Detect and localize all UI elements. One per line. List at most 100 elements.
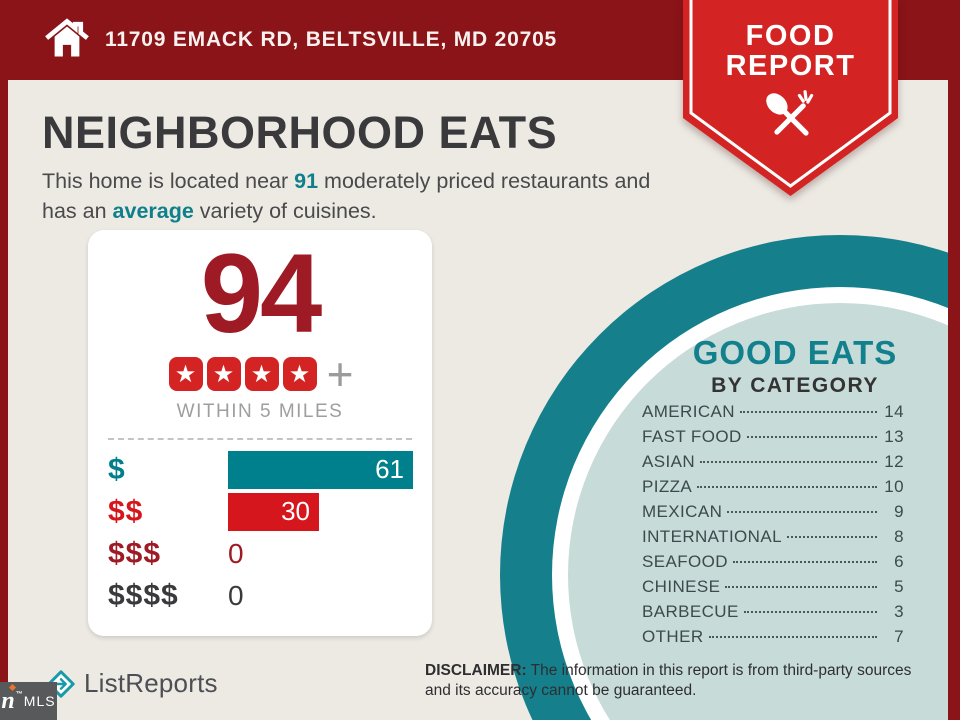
good-eats-heading: GOOD EATS BY CATEGORY	[640, 334, 950, 398]
spoon-fork-icon	[683, 88, 898, 153]
food-report-badge: FOOD REPORT	[683, 0, 898, 196]
plus-sign: +	[326, 348, 354, 400]
category-label: INTERNATIONAL	[642, 527, 782, 546]
good-eats-subtitle: BY CATEGORY	[711, 374, 879, 397]
bar-zone: 30	[228, 492, 413, 531]
price-row: $$$$ 0	[108, 576, 413, 615]
dashed-divider	[108, 438, 412, 440]
category-row: PIZZA 10	[642, 477, 904, 502]
listreports-brand: ListReports	[46, 668, 218, 699]
category-count: 12	[884, 452, 904, 471]
disclaimer: DISCLAIMER: The information in this repo…	[425, 661, 930, 702]
category-label: CHINESE	[642, 577, 721, 596]
price-level-label: $$	[108, 494, 144, 528]
right-edge-strip	[948, 0, 960, 720]
bar-value: 61	[375, 454, 404, 484]
category-row: SEAFOOD 6	[642, 552, 904, 577]
category-label: BARBECUE	[642, 602, 739, 621]
page-title: NEIGHBORHOOD EATS	[42, 107, 558, 158]
category-row: INTERNATIONAL 8	[642, 527, 904, 552]
price-row: $$$ 0	[108, 534, 413, 573]
dotted-leader	[786, 536, 877, 538]
category-row: OTHER 7	[642, 627, 904, 652]
category-row: ASIAN 12	[642, 452, 904, 477]
category-label: MEXICAN	[642, 502, 723, 521]
price-level-label: $$$	[108, 536, 162, 570]
category-count: 14	[884, 402, 904, 421]
price-bar: 30	[228, 492, 319, 531]
intro-text-part4: variety of cuisines.	[193, 199, 377, 224]
star-tiles: ★ ★ ★ ★	[167, 357, 319, 391]
dotted-leader	[700, 461, 877, 463]
score-card: 94 ★ ★ ★ ★ + WITHIN 5 MILES $61 $$ 30 $$$ 0 $$$$…	[88, 230, 432, 636]
star-icon: ★	[206, 357, 241, 391]
disclaimer-text: The information in this report is from t…	[425, 662, 912, 700]
intro-text: This home is located near 91 moderately …	[42, 166, 682, 226]
dotted-leader	[727, 511, 877, 513]
home-icon	[44, 18, 90, 62]
category-count: 7	[894, 627, 904, 646]
mls-logo: n ™ MLS	[0, 682, 57, 720]
category-row: CHINESE 5	[642, 577, 904, 602]
radius-caption: WITHIN 5 MILES	[176, 401, 344, 422]
price-level-label: $	[108, 452, 126, 486]
listreports-wordmark: ListReports	[84, 668, 218, 698]
realtor-mls-glyph: n ™	[1, 683, 23, 713]
category-count: 6	[894, 552, 904, 571]
category-count: 9	[894, 502, 904, 521]
dotted-leader	[708, 636, 877, 638]
property-address: 11709 EMACK RD, BELTSVILLE, MD 20705	[105, 28, 558, 51]
bar-zone: 0	[228, 535, 413, 573]
dotted-leader	[725, 586, 877, 588]
badge-title-line2: REPORT	[725, 50, 856, 83]
bar-zone: 0	[228, 577, 413, 615]
variety-highlight: average	[112, 199, 194, 224]
dotted-leader	[697, 486, 877, 488]
price-row: $$ 30	[108, 492, 413, 531]
category-row: MEXICAN 9	[642, 502, 904, 527]
intro-text-part3: has an	[42, 199, 113, 224]
left-edge-strip	[0, 0, 8, 720]
dotted-leader	[739, 411, 877, 413]
category-label: OTHER	[642, 627, 704, 646]
badge-title-line1: FOOD	[745, 20, 836, 52]
category-row: BARBECUE 3	[642, 602, 904, 627]
dotted-leader	[746, 436, 877, 438]
category-count: 13	[884, 427, 904, 446]
category-count: 5	[894, 577, 904, 596]
bar-value: 0	[228, 537, 244, 569]
category-count: 8	[894, 527, 904, 546]
category-label: SEAFOOD	[642, 552, 728, 571]
category-label: PIZZA	[642, 477, 693, 496]
star-icon: ★	[282, 357, 317, 391]
mls-label: MLS	[23, 693, 56, 709]
star-rating: ★ ★ ★ ★ +	[88, 348, 432, 400]
bar-zone: 61	[228, 450, 413, 489]
price-level-label: $$$$	[108, 578, 179, 612]
price-bars: $61 $$ 30 $$$ 0 $$$$ 0	[88, 450, 432, 615]
price-bar: 61	[228, 450, 413, 489]
category-row: FAST FOOD 13	[642, 427, 904, 452]
price-row: $61	[108, 450, 413, 489]
category-list: AMERICAN 14 FAST FOOD 13 ASIAN 12 PIZZA 10 MEXIC…	[642, 402, 904, 652]
restaurant-score: 94	[200, 231, 323, 356]
bar-value: 0	[228, 579, 244, 611]
bar-value: 30	[281, 496, 310, 526]
dotted-leader	[743, 611, 877, 613]
star-icon: ★	[168, 357, 203, 391]
intro-text-part1: This home is located near	[42, 169, 295, 193]
good-eats-title: GOOD EATS	[692, 334, 898, 371]
intro-text-part2: moderately priced restaurants and	[318, 169, 651, 193]
category-label: ASIAN	[642, 452, 696, 471]
category-label: AMERICAN	[642, 402, 735, 421]
trademark-symbol: ™	[15, 691, 23, 698]
category-count: 10	[884, 477, 904, 496]
category-row: AMERICAN 14	[642, 402, 904, 427]
star-icon: ★	[244, 357, 279, 391]
category-label: FAST FOOD	[642, 427, 742, 446]
restaurant-count: 91	[294, 169, 319, 193]
category-count: 3	[894, 602, 904, 621]
disclaimer-label: DISCLAIMER:	[425, 662, 527, 679]
dotted-leader	[732, 561, 877, 563]
